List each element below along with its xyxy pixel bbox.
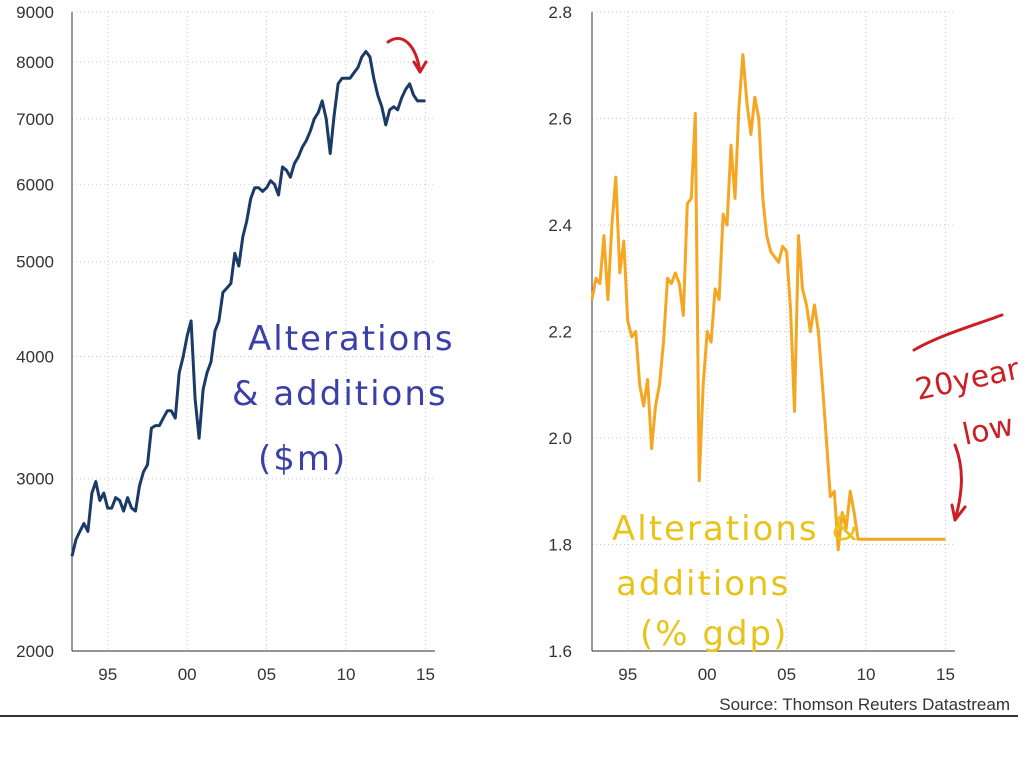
left-x-tick-label: 00 [178, 665, 197, 684]
red-low-arrow-icon [950, 443, 967, 522]
left-y-tick-label: 5000 [16, 253, 54, 272]
left-y-tick-labels: 2000 3000 4000 5000 6000 7000 8000 9000 [16, 3, 54, 661]
left-y-tick-label: 7000 [16, 110, 54, 129]
left-y-tick-label: 9000 [16, 3, 54, 22]
left-x-tick-label: 05 [257, 665, 276, 684]
right-x-tick-label: 05 [777, 665, 796, 684]
left-x-tick-labels: 95 00 05 10 15 [98, 665, 435, 684]
right-x-tick-labels: 95 00 05 10 15 [618, 665, 955, 684]
left-y-tick-label: 4000 [16, 348, 54, 367]
right-annotation-line2: additions [616, 564, 790, 604]
right-gridlines [592, 11, 955, 651]
right-series-line [590, 53, 946, 552]
source-label: Source: Thomson Reuters Datastream [719, 695, 1010, 714]
chart-left-nominal: 2000 3000 4000 5000 6000 7000 8000 9000 95 00 05 1… [16, 3, 435, 684]
right-x-tick-label: 00 [698, 665, 717, 684]
left-x-tick-label: 15 [416, 665, 435, 684]
left-x-tick-label: 95 [98, 665, 117, 684]
left-annotation-line3: ($m) [258, 439, 347, 479]
right-x-tick-label: 10 [857, 665, 876, 684]
right-y-tick-label: 2.0 [548, 429, 572, 448]
right-series [590, 53, 946, 552]
left-annotation-line1: Alterations [248, 319, 455, 359]
right-x-tick-label: 15 [936, 665, 955, 684]
right-y-tick-label: 2.6 [548, 110, 572, 129]
left-gridlines [72, 11, 435, 651]
left-y-tick-label: 6000 [16, 175, 54, 194]
right-y-tick-labels: 1.6 1.8 2.0 2.2 2.4 2.6 2.8 [548, 3, 572, 661]
right-y-tick-label: 2.4 [548, 216, 572, 235]
right-annotation-line3: (% gdp) [640, 614, 788, 654]
right-y-tick-label: 2.8 [548, 3, 572, 22]
right-x-tick-label: 95 [618, 665, 637, 684]
left-annotation-line2: & additions [232, 374, 448, 414]
side-note-line1: 20year [912, 352, 1023, 408]
left-y-tick-label: 2000 [16, 642, 54, 661]
right-y-tick-label: 2.2 [548, 323, 572, 342]
left-series [70, 50, 426, 557]
side-note-line2: low [959, 408, 1016, 453]
red-range-line-icon [912, 313, 1004, 352]
left-x-tick-label: 10 [337, 665, 356, 684]
left-y-tick-label: 3000 [16, 470, 54, 489]
right-y-tick-label: 1.8 [548, 536, 572, 555]
red-top-arrow-icon [386, 37, 428, 74]
left-series-line [70, 50, 426, 557]
chart-right-share: 1.6 1.8 2.0 2.2 2.4 2.6 2.8 95 00 05 10 15 [548, 3, 955, 684]
right-y-tick-label: 1.6 [548, 642, 572, 661]
right-annotation-line1: Alterations & [612, 509, 860, 549]
left-y-tick-label: 8000 [16, 53, 54, 72]
